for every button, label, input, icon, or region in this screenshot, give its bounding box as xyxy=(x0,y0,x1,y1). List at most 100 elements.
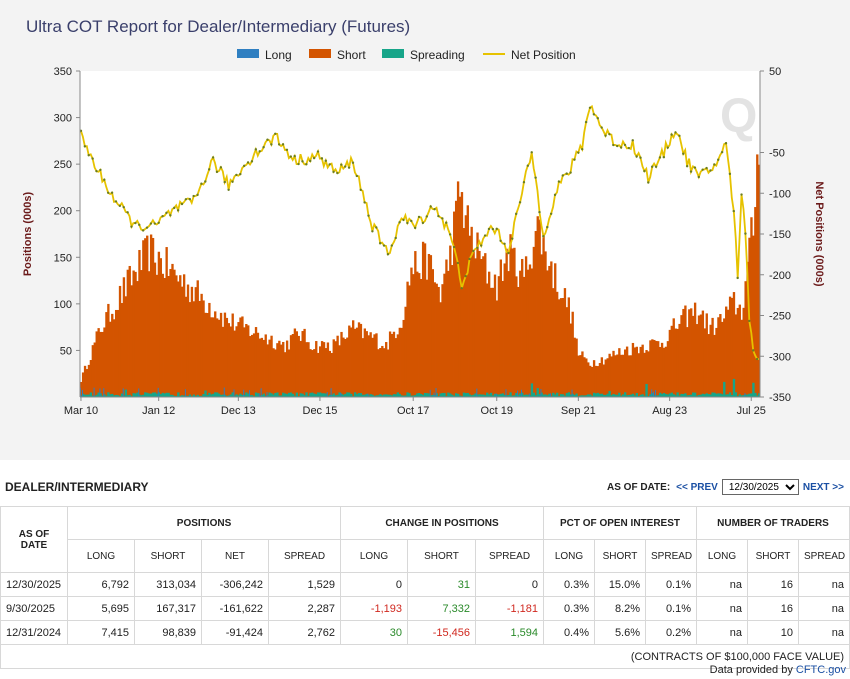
short-bar xyxy=(188,302,192,397)
short-bar xyxy=(421,241,425,397)
spreading-bar xyxy=(381,395,384,397)
net-position-point xyxy=(538,210,541,214)
short-bar xyxy=(212,317,215,397)
short-bar xyxy=(546,270,549,397)
short-bar xyxy=(122,277,126,397)
x-tick-label: Oct 19 xyxy=(481,405,513,417)
table-cell: 2,762 xyxy=(267,620,342,645)
spreading-bar xyxy=(89,392,93,397)
spreading-bar xyxy=(245,392,248,397)
table-cell: 0.1% xyxy=(645,572,698,597)
net-position-point xyxy=(344,165,347,168)
short-bar xyxy=(138,249,141,397)
spreading-bar xyxy=(497,394,501,397)
net-position-point xyxy=(650,165,654,168)
short-bar xyxy=(402,319,405,397)
spreading-bar xyxy=(217,393,221,397)
long-bar xyxy=(243,389,245,397)
short-bar xyxy=(756,154,759,397)
next-link[interactable]: NEXT >> xyxy=(802,481,844,493)
net-position-point xyxy=(507,251,510,255)
short-bar xyxy=(315,341,318,397)
spreading-bar xyxy=(93,395,96,397)
spreading-bar xyxy=(521,392,524,397)
short-bar xyxy=(614,355,617,397)
spreading-bar xyxy=(91,395,94,397)
spreading-bar xyxy=(247,393,250,397)
short-bar xyxy=(192,301,196,397)
legend-swatch-short xyxy=(309,49,331,58)
spreading-bar xyxy=(688,395,691,397)
short-bar xyxy=(381,345,384,397)
spreading-bar xyxy=(301,393,304,397)
long-bar xyxy=(528,393,530,397)
short-bar xyxy=(705,313,708,397)
long-bar xyxy=(367,393,369,397)
spreading-bar xyxy=(363,394,366,397)
net-position-point xyxy=(196,193,199,197)
short-bar xyxy=(637,353,640,397)
short-bar xyxy=(260,337,264,397)
short-bar xyxy=(388,331,392,397)
left-tick-label: 150 xyxy=(54,252,72,264)
right-tick-label: -50 xyxy=(769,148,785,160)
net-position-point xyxy=(685,164,689,168)
header-positions: POSITIONS xyxy=(66,506,342,540)
table-cell: na xyxy=(798,620,850,645)
short-bar xyxy=(330,353,333,397)
short-bar xyxy=(361,338,365,397)
spreading-bar xyxy=(198,395,201,397)
row-date: 9/30/2025 xyxy=(0,596,68,621)
short-bar xyxy=(752,235,755,397)
net-position-point xyxy=(693,166,697,169)
spreading-bar xyxy=(414,395,417,397)
short-bar xyxy=(429,255,433,397)
short-bar xyxy=(278,340,281,397)
spreading-bar xyxy=(437,395,440,397)
spreading-bar xyxy=(326,395,330,397)
net-position-point xyxy=(616,144,619,148)
spreading-bar xyxy=(227,395,230,397)
table-cell: 0.3% xyxy=(543,596,596,621)
legend-label: Spreading xyxy=(410,48,465,62)
net-position-point xyxy=(425,215,428,218)
short-bar xyxy=(425,279,429,397)
short-bar xyxy=(305,342,308,397)
spreading-bar xyxy=(280,395,283,397)
spreading-bar xyxy=(136,392,139,397)
spreading-bar xyxy=(491,395,495,397)
short-bar xyxy=(550,261,553,397)
net-position-point xyxy=(134,221,137,225)
prev-link[interactable]: << PREV xyxy=(676,481,718,493)
as-of-date-select[interactable]: 12/30/2025 xyxy=(721,479,799,495)
net-position-point xyxy=(297,162,300,166)
right-tick-label: -150 xyxy=(769,229,791,241)
table-cell: na xyxy=(696,620,749,645)
short-bar xyxy=(116,309,120,397)
short-bar xyxy=(610,356,613,397)
short-bar xyxy=(151,237,155,397)
spreading-bar xyxy=(402,395,405,397)
spreading-bar xyxy=(375,395,378,397)
short-bar xyxy=(367,335,370,397)
short-bar xyxy=(245,323,248,397)
spreading-bar xyxy=(622,394,625,397)
spreading-bar xyxy=(148,393,151,397)
spreading-bar xyxy=(476,394,479,397)
spreading-bar xyxy=(243,394,246,397)
spreading-bar xyxy=(361,394,365,397)
subheader-3: SPREAD xyxy=(267,539,342,573)
table-cell: -91,424 xyxy=(201,620,269,645)
short-bar xyxy=(441,284,444,397)
spreading-bar xyxy=(357,393,361,397)
short-bar xyxy=(602,364,605,397)
short-bar xyxy=(678,323,681,397)
cftc-link[interactable]: CFTC.gov xyxy=(795,664,846,676)
short-bar xyxy=(664,346,668,397)
net-position-point xyxy=(227,188,230,191)
net-position-point xyxy=(266,138,269,141)
long-bar xyxy=(550,393,552,397)
right-tick-label: -350 xyxy=(769,392,791,404)
short-bar xyxy=(456,181,460,397)
spreading-bar xyxy=(305,392,308,397)
